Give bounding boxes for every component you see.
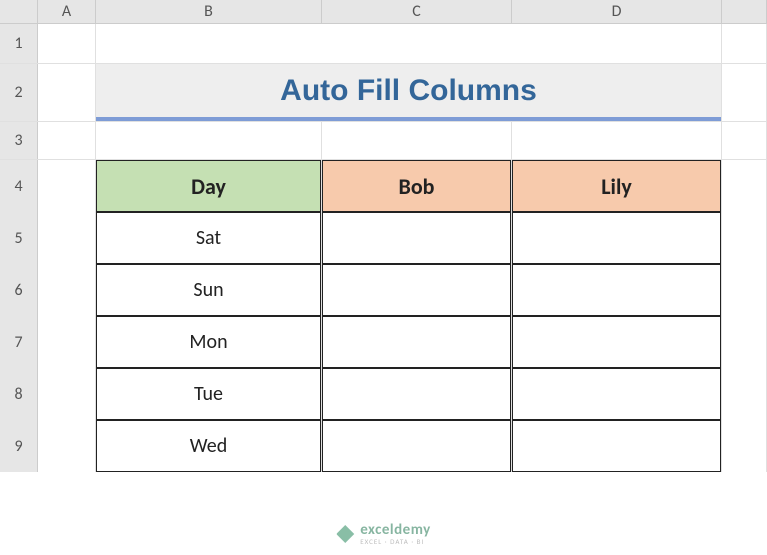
table-header-bob: Bob bbox=[322, 160, 511, 212]
page-title: Auto Fill Columns bbox=[96, 64, 721, 121]
cell-D4[interactable]: Lily bbox=[512, 160, 722, 212]
cell-E8[interactable] bbox=[722, 368, 767, 420]
row-header-4[interactable]: 4 bbox=[0, 160, 38, 212]
cell-E7[interactable] bbox=[722, 316, 767, 368]
cell-E1[interactable] bbox=[722, 24, 767, 63]
table-cell-bob bbox=[322, 264, 511, 316]
cell-D6[interactable] bbox=[512, 264, 722, 316]
row-header-5[interactable]: 5 bbox=[0, 212, 38, 264]
watermark-logo-icon bbox=[336, 525, 354, 543]
watermark-text: exceldemy bbox=[360, 523, 431, 538]
row-header-1[interactable]: 1 bbox=[0, 24, 38, 63]
table-cell-day: Sat bbox=[96, 212, 321, 264]
row-1: 1 bbox=[0, 24, 767, 64]
watermark-subtext: EXCEL · DATA · BI bbox=[360, 538, 431, 545]
row-header-3[interactable]: 3 bbox=[0, 122, 38, 159]
cell-D3[interactable] bbox=[512, 122, 722, 159]
table-cell-bob bbox=[322, 420, 511, 472]
table-cell-day: Sun bbox=[96, 264, 321, 316]
row-9: 9 Wed bbox=[0, 420, 767, 472]
row-header-6[interactable]: 6 bbox=[0, 264, 38, 316]
cell-D7[interactable] bbox=[512, 316, 722, 368]
cell-D8[interactable] bbox=[512, 368, 722, 420]
row-header-9[interactable]: 9 bbox=[0, 420, 38, 472]
cell-E3[interactable] bbox=[722, 122, 767, 159]
table-cell-lily bbox=[512, 264, 721, 316]
row-header-2[interactable]: 2 bbox=[0, 64, 38, 121]
cell-A8[interactable] bbox=[38, 368, 96, 420]
table-cell-bob bbox=[322, 212, 511, 264]
cell-A5[interactable] bbox=[38, 212, 96, 264]
cell-B4[interactable]: Day bbox=[96, 160, 322, 212]
watermark: exceldemy EXCEL · DATA · BI bbox=[336, 523, 431, 545]
cell-A6[interactable] bbox=[38, 264, 96, 316]
cell-C8[interactable] bbox=[322, 368, 512, 420]
cell-B8[interactable]: Tue bbox=[96, 368, 322, 420]
select-all-corner[interactable] bbox=[0, 0, 38, 23]
row-2: 2 Auto Fill Columns bbox=[0, 64, 767, 122]
cell-D5[interactable] bbox=[512, 212, 722, 264]
row-7: 7 Mon bbox=[0, 316, 767, 368]
cell-C4[interactable]: Bob bbox=[322, 160, 512, 212]
table-cell-day: Tue bbox=[96, 368, 321, 420]
cell-A1[interactable] bbox=[38, 24, 96, 63]
col-header-extra[interactable] bbox=[722, 0, 767, 23]
cell-E5[interactable] bbox=[722, 212, 767, 264]
table-cell-day: Mon bbox=[96, 316, 321, 368]
row-6: 6 Sun bbox=[0, 264, 767, 316]
col-header-C[interactable]: C bbox=[322, 0, 512, 23]
table-header-day: Day bbox=[96, 160, 321, 212]
cell-B5[interactable]: Sat bbox=[96, 212, 322, 264]
cell-A9[interactable] bbox=[38, 420, 96, 472]
title-cell[interactable]: Auto Fill Columns bbox=[96, 64, 722, 121]
cell-C9[interactable] bbox=[322, 420, 512, 472]
table-cell-lily bbox=[512, 420, 721, 472]
cell-A7[interactable] bbox=[38, 316, 96, 368]
cell-E2[interactable] bbox=[722, 64, 767, 121]
cell-C6[interactable] bbox=[322, 264, 512, 316]
table-cell-lily bbox=[512, 368, 721, 420]
col-header-B[interactable]: B bbox=[96, 0, 322, 23]
cell-E9[interactable] bbox=[722, 420, 767, 472]
table-cell-bob bbox=[322, 368, 511, 420]
cell-E4[interactable] bbox=[722, 160, 767, 212]
column-header-row: A B C D bbox=[0, 0, 767, 24]
cell-A3[interactable] bbox=[38, 122, 96, 159]
cell-B7[interactable]: Mon bbox=[96, 316, 322, 368]
row-header-8[interactable]: 8 bbox=[0, 368, 38, 420]
row-header-7[interactable]: 7 bbox=[0, 316, 38, 368]
row-5: 5 Sat bbox=[0, 212, 767, 264]
cell-C7[interactable] bbox=[322, 316, 512, 368]
table-header-lily: Lily bbox=[512, 160, 721, 212]
cell-B9[interactable]: Wed bbox=[96, 420, 322, 472]
table-cell-day: Wed bbox=[96, 420, 321, 472]
table-cell-lily bbox=[512, 212, 721, 264]
col-header-D[interactable]: D bbox=[512, 0, 722, 23]
cell-C3[interactable] bbox=[322, 122, 512, 159]
table-cell-lily bbox=[512, 316, 721, 368]
cell-A2[interactable] bbox=[38, 64, 96, 121]
cell-A4[interactable] bbox=[38, 160, 96, 212]
cell-C5[interactable] bbox=[322, 212, 512, 264]
cell-B3[interactable] bbox=[96, 122, 322, 159]
cell-B6[interactable]: Sun bbox=[96, 264, 322, 316]
row-8: 8 Tue bbox=[0, 368, 767, 420]
row-4: 4 Day Bob Lily bbox=[0, 160, 767, 212]
row-3: 3 bbox=[0, 122, 767, 160]
cell-B1-D1[interactable] bbox=[96, 24, 722, 63]
spreadsheet-grid: A B C D 1 2 Auto Fill Columns 3 4 Day bbox=[0, 0, 767, 555]
cell-D9[interactable] bbox=[512, 420, 722, 472]
col-header-A[interactable]: A bbox=[38, 0, 96, 23]
table-cell-bob bbox=[322, 316, 511, 368]
cell-E6[interactable] bbox=[722, 264, 767, 316]
